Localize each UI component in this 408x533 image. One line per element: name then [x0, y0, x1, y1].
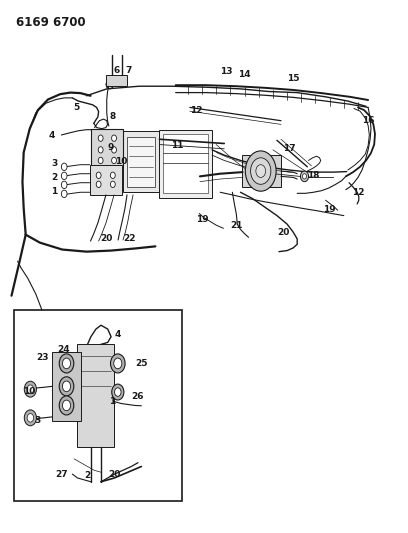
Bar [13, 310, 182, 501]
Circle shape [115, 388, 121, 397]
Circle shape [112, 135, 116, 141]
Circle shape [98, 157, 103, 164]
Text: 18: 18 [307, 171, 319, 180]
Circle shape [98, 147, 103, 153]
Text: 10: 10 [23, 386, 36, 395]
Text: 26: 26 [132, 392, 144, 401]
Polygon shape [242, 155, 281, 187]
Text: 21: 21 [230, 221, 243, 230]
Text: 1: 1 [51, 187, 57, 196]
Circle shape [27, 385, 33, 393]
Circle shape [112, 384, 124, 400]
Circle shape [27, 414, 33, 422]
Polygon shape [78, 344, 115, 447]
Circle shape [98, 135, 103, 141]
Circle shape [302, 174, 306, 179]
Text: 15: 15 [287, 74, 299, 83]
Circle shape [61, 163, 67, 171]
Circle shape [62, 400, 71, 411]
Circle shape [61, 181, 67, 189]
Text: 19: 19 [196, 215, 208, 224]
Text: 9: 9 [108, 143, 114, 152]
Circle shape [114, 358, 122, 369]
Circle shape [62, 358, 71, 369]
Text: 2: 2 [51, 173, 57, 182]
Text: 12: 12 [191, 106, 203, 115]
Circle shape [59, 396, 74, 415]
Circle shape [96, 181, 101, 188]
Text: 8: 8 [110, 112, 116, 122]
Text: 25: 25 [135, 359, 148, 368]
Circle shape [59, 377, 74, 396]
Circle shape [24, 410, 36, 426]
Text: 23: 23 [37, 353, 49, 362]
Text: 6: 6 [114, 66, 120, 75]
Text: 7: 7 [126, 66, 132, 75]
Circle shape [61, 172, 67, 180]
Text: 3: 3 [51, 159, 57, 167]
Polygon shape [164, 134, 208, 193]
Text: 3: 3 [34, 416, 40, 425]
Text: 13: 13 [220, 67, 233, 76]
Circle shape [96, 172, 101, 179]
Text: 20: 20 [108, 470, 121, 479]
Circle shape [111, 181, 115, 188]
Text: 11: 11 [171, 141, 184, 150]
Text: 1: 1 [109, 397, 115, 406]
Text: 22: 22 [123, 235, 135, 244]
Text: 17: 17 [283, 144, 295, 154]
Text: 4: 4 [115, 330, 121, 340]
Text: 20: 20 [277, 228, 289, 237]
Text: 14: 14 [238, 70, 251, 79]
Text: 16: 16 [362, 116, 375, 125]
Circle shape [251, 158, 271, 184]
Text: 10: 10 [115, 157, 127, 166]
Text: 5: 5 [73, 103, 80, 112]
Circle shape [61, 190, 67, 198]
Text: 27: 27 [55, 470, 68, 479]
Text: 6169 6700: 6169 6700 [16, 16, 85, 29]
Circle shape [59, 354, 74, 373]
Polygon shape [90, 165, 122, 195]
Polygon shape [91, 128, 123, 166]
Text: 24: 24 [57, 345, 69, 353]
Circle shape [300, 171, 308, 182]
Circle shape [24, 381, 36, 397]
Polygon shape [52, 352, 81, 421]
Text: 4: 4 [49, 131, 55, 140]
Polygon shape [106, 75, 127, 86]
Circle shape [111, 172, 115, 179]
Circle shape [112, 147, 116, 153]
Text: 2: 2 [84, 471, 91, 480]
Circle shape [111, 354, 125, 373]
Polygon shape [127, 136, 155, 187]
Circle shape [112, 157, 116, 164]
Circle shape [256, 165, 266, 177]
Text: 20: 20 [100, 235, 113, 244]
Circle shape [245, 151, 276, 191]
Circle shape [62, 381, 71, 392]
Text: 19: 19 [323, 205, 336, 214]
Polygon shape [123, 131, 160, 192]
Polygon shape [160, 130, 212, 198]
Text: 12: 12 [352, 188, 364, 197]
